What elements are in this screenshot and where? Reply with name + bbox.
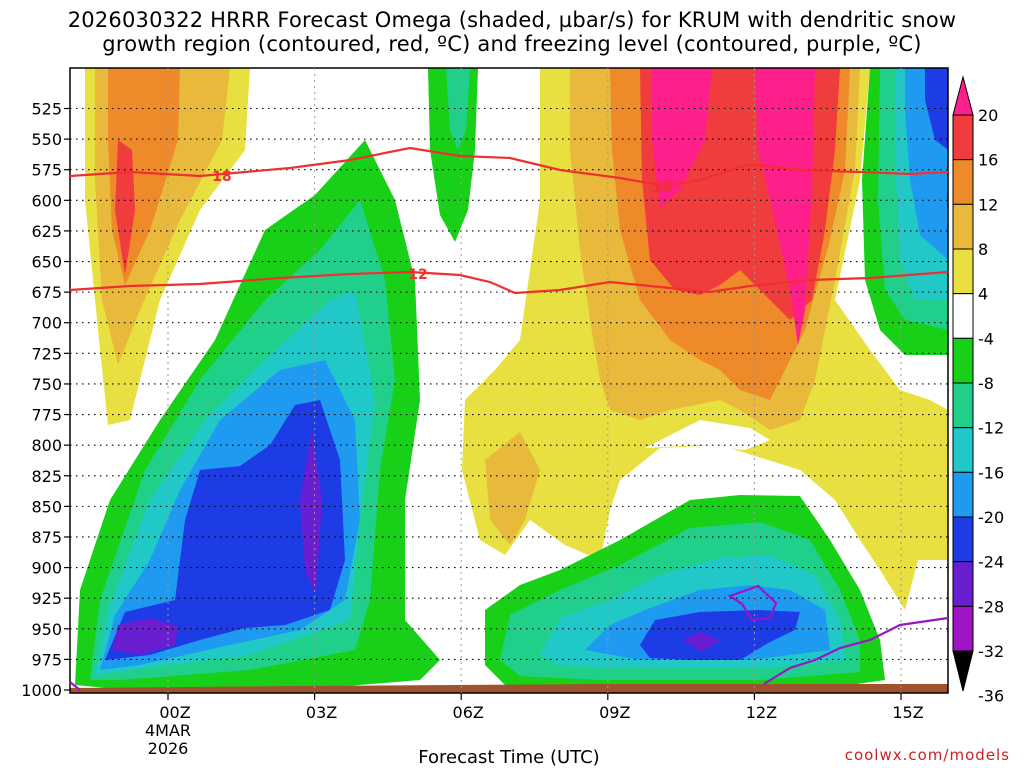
x-tick-label: 06Z bbox=[453, 703, 484, 722]
omega-region bbox=[925, 68, 948, 150]
colorbar-segment bbox=[952, 427, 974, 473]
colorbar-segment bbox=[952, 561, 974, 607]
colorbar-segment bbox=[952, 605, 974, 652]
y-tick-label: 700 bbox=[31, 314, 62, 333]
y-tick-label: 725 bbox=[31, 344, 62, 363]
y-tick-label: 675 bbox=[31, 283, 62, 302]
omega-region bbox=[105, 400, 345, 660]
colorbar-top-arrow bbox=[952, 75, 974, 116]
colorbar-label: 4 bbox=[978, 285, 988, 304]
omega-region bbox=[682, 632, 720, 652]
freezing-level-contour bbox=[69, 681, 81, 691]
omega-region bbox=[300, 430, 322, 595]
colorbar-segment bbox=[952, 471, 974, 518]
omega-region bbox=[645, 420, 770, 450]
colorbar-label: 16 bbox=[978, 151, 998, 170]
omega-region bbox=[652, 68, 712, 208]
colorbar-segment bbox=[952, 159, 974, 205]
x-tick-label: 12Z bbox=[746, 703, 777, 722]
gridlines bbox=[70, 68, 948, 693]
colorbar-label: -16 bbox=[978, 463, 1004, 482]
colorbar-label: -20 bbox=[978, 508, 1004, 527]
y-tick-label: 625 bbox=[31, 222, 62, 241]
colorbar-label: -36 bbox=[978, 687, 1004, 706]
omega-region bbox=[640, 610, 800, 660]
y-tick-label: 825 bbox=[31, 467, 62, 486]
y-tick-label: 650 bbox=[31, 253, 62, 272]
omega-region bbox=[755, 68, 815, 345]
colorbar-segment bbox=[952, 382, 974, 429]
colorbar-segment bbox=[952, 248, 974, 295]
y-tick-label: 1000 bbox=[21, 681, 62, 700]
colorbar: 20 16 12 8 4 -4 -8 -12 -16 -20 -24 -28 -32 -36 bbox=[952, 75, 1004, 706]
terrain-ground bbox=[70, 684, 948, 693]
contour-label: 12 bbox=[408, 267, 427, 283]
y-tick-label: 525 bbox=[31, 100, 62, 119]
y-tick-label: 575 bbox=[31, 161, 62, 180]
y-tick-label: 950 bbox=[31, 620, 62, 639]
credit-text: coolwx.com/models bbox=[844, 746, 1010, 764]
x-tick-label: 15Z bbox=[892, 703, 923, 722]
x-date-label: 4MAR bbox=[145, 721, 191, 740]
dendritic-contour-12 bbox=[69, 270, 949, 295]
title-line-1: 2026030322 HRRR Forecast Omega (shaded, … bbox=[67, 8, 957, 32]
y-tick-label: 900 bbox=[31, 559, 62, 578]
colorbar-segment bbox=[952, 337, 974, 384]
colorbar-label: -4 bbox=[978, 329, 994, 348]
y-tick-label: 850 bbox=[31, 497, 62, 516]
title-line-2: growth region (contoured, red, ºC) and f… bbox=[102, 32, 922, 56]
freezing-level-contour bbox=[763, 616, 949, 685]
omega-shading bbox=[75, 68, 948, 692]
colorbar-label: 12 bbox=[978, 195, 998, 214]
x-date-label: 2026 bbox=[148, 739, 189, 758]
x-tick-label: 09Z bbox=[599, 703, 630, 722]
y-tick-label: 925 bbox=[31, 589, 62, 608]
x-tick-label: 03Z bbox=[306, 703, 337, 722]
contours: 18 18 12 bbox=[69, 146, 949, 691]
x-tick-label: 00Z bbox=[159, 703, 190, 722]
omega-region bbox=[112, 618, 178, 655]
freezing-level-contour bbox=[727, 584, 778, 622]
colorbar-label: -32 bbox=[978, 642, 1004, 661]
colorbar-label: 8 bbox=[978, 240, 988, 259]
omega-region bbox=[446, 68, 470, 150]
colorbar-label: -24 bbox=[978, 553, 1004, 572]
x-axis-label: Forecast Time (UTC) bbox=[418, 747, 599, 768]
y-tick-label: 800 bbox=[31, 436, 62, 455]
dendritic-contour-18 bbox=[69, 146, 949, 188]
colorbar-label: 20 bbox=[978, 106, 998, 125]
contour-label: 18 bbox=[212, 169, 231, 185]
plot-frame bbox=[69, 67, 949, 694]
colorbar-segment bbox=[952, 203, 974, 250]
colorbar-bottom-arrow bbox=[952, 650, 974, 692]
colorbar-segment bbox=[952, 516, 974, 563]
colorbar-segment bbox=[952, 293, 974, 339]
y-axis: 525 550 575 600 625 650 675 700 725 750 775 800 825 8… bbox=[21, 100, 70, 700]
colorbar-label: -8 bbox=[978, 374, 994, 393]
colorbar-segment bbox=[952, 114, 974, 161]
omega-region bbox=[485, 432, 540, 545]
chart-title: 2026030322 HRRR Forecast Omega (shaded, … bbox=[0, 8, 1024, 56]
colorbar-label: -28 bbox=[978, 597, 1004, 616]
colorbar-label: -12 bbox=[978, 419, 1004, 438]
y-tick-label: 550 bbox=[31, 130, 62, 149]
y-tick-label: 600 bbox=[31, 191, 62, 210]
y-tick-label: 875 bbox=[31, 528, 62, 547]
y-tick-label: 750 bbox=[31, 375, 62, 394]
y-tick-label: 975 bbox=[31, 650, 62, 669]
contour-label: 18 bbox=[652, 180, 671, 196]
y-tick-label: 775 bbox=[31, 406, 62, 425]
